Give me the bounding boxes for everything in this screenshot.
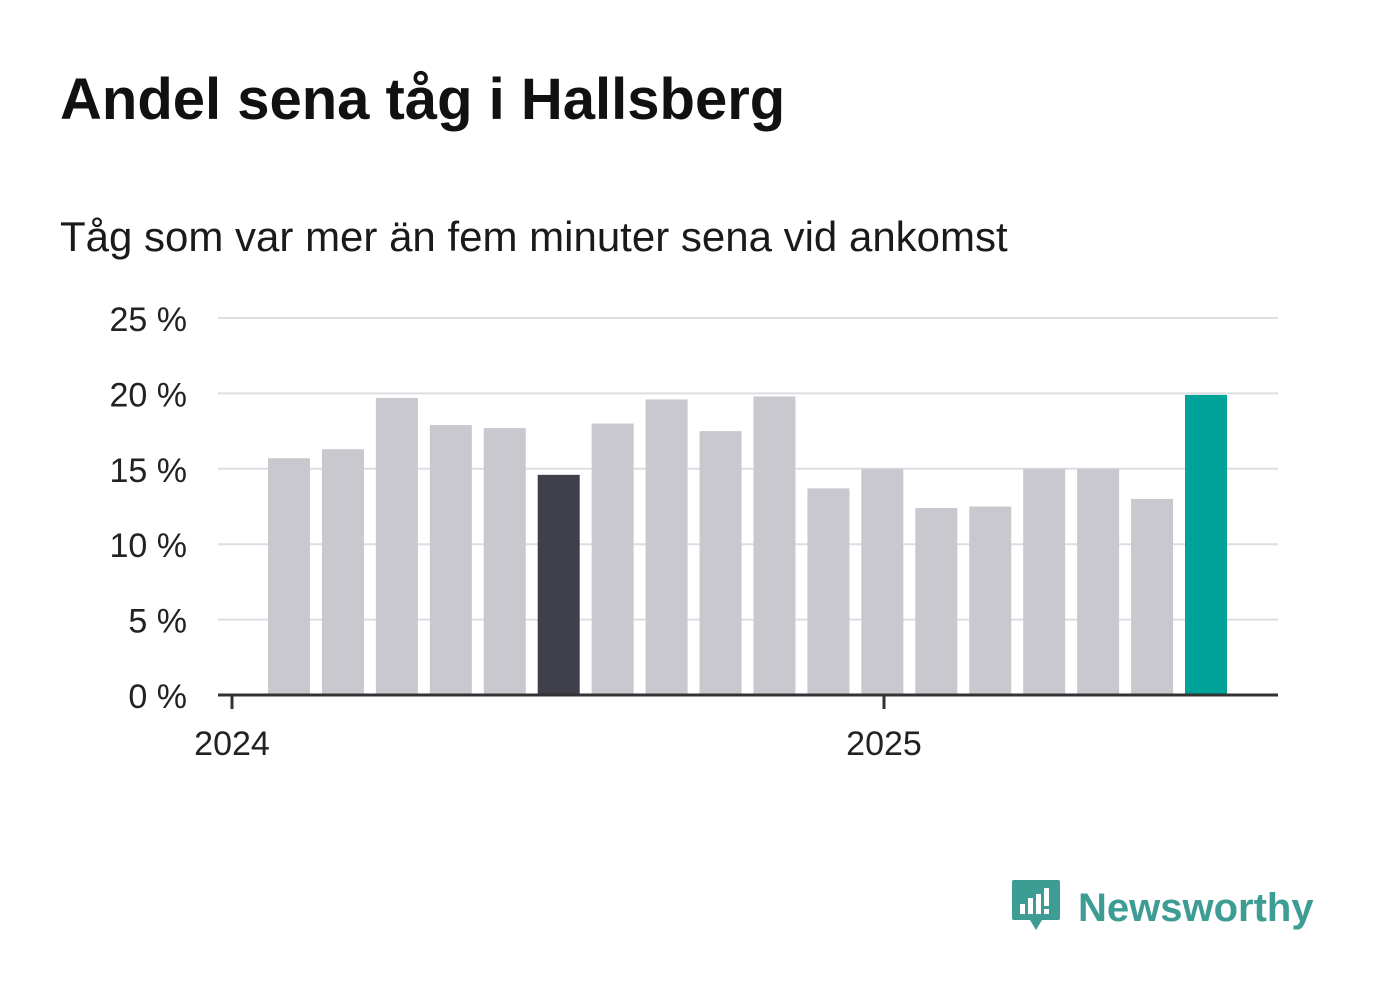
brand-logo: Newsworthy <box>1010 878 1314 938</box>
bar <box>429 425 472 695</box>
bar <box>537 474 580 695</box>
y-tick-label: 15 % <box>110 452 188 490</box>
y-tick-label: 10 % <box>110 527 188 565</box>
bar <box>861 468 904 695</box>
bar <box>915 508 958 695</box>
bar <box>1023 468 1066 695</box>
bar <box>645 399 688 695</box>
bar <box>807 488 850 695</box>
bar <box>1131 498 1174 695</box>
bar <box>1077 468 1120 695</box>
bar <box>1185 394 1227 695</box>
bar <box>591 423 634 695</box>
chart-title: Andel sena tåg i Hallsberg <box>60 67 786 132</box>
bar <box>321 449 364 695</box>
bar <box>699 431 742 695</box>
bar <box>375 397 418 695</box>
x-tick-label: 2024 <box>194 725 270 763</box>
bar <box>483 428 526 695</box>
bars <box>268 394 1227 695</box>
y-tick-label: 0 % <box>128 678 187 716</box>
y-tick-label: 5 % <box>128 603 187 641</box>
brand-name: Newsworthy <box>1078 885 1314 930</box>
bar <box>969 506 1012 695</box>
y-tick-label: 25 % <box>110 301 188 339</box>
bar <box>753 396 796 695</box>
x-axis: 2024 2025 <box>194 693 1278 763</box>
chart-subtitle: Tåg som var mer än fem minuter sena vid … <box>60 213 1008 260</box>
y-tick-label: 20 % <box>110 376 188 414</box>
y-axis-tick-labels: 0 % 5 % 10 % 15 % 20 % 25 % <box>110 301 188 716</box>
x-tick-label: 2025 <box>846 725 922 763</box>
newsworthy-logo-icon <box>1012 880 1060 930</box>
bar <box>268 458 310 695</box>
